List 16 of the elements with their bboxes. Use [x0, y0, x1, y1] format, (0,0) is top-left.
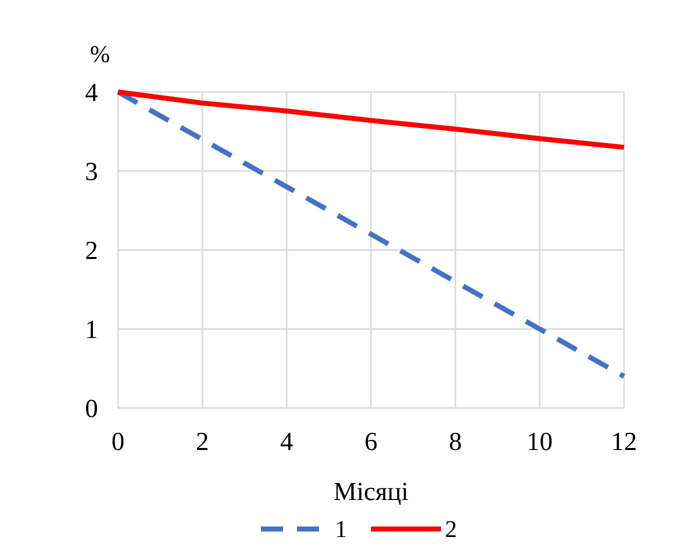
x-tick-label: 8 — [448, 427, 462, 456]
y-tick-label: 0 — [85, 394, 98, 424]
legend-label: 2 — [445, 517, 457, 543]
x-tick-label: 4 — [280, 427, 294, 456]
x-tick-label: 12 — [611, 427, 637, 456]
x-axis-title: Місяці — [334, 477, 408, 506]
y-tick-label: 1 — [85, 315, 98, 344]
legend-label: 1 — [335, 517, 347, 543]
x-tick-label: 6 — [364, 427, 378, 456]
y-axis-title: % — [90, 42, 110, 68]
x-tick-label: 0 — [112, 427, 124, 456]
y-tick-label: 2 — [85, 236, 98, 266]
x-tick-label: 2 — [196, 427, 209, 456]
x-tick-label: 10 — [526, 427, 553, 456]
y-tick-label: 3 — [85, 157, 98, 186]
y-tick-label: 4 — [85, 78, 98, 108]
